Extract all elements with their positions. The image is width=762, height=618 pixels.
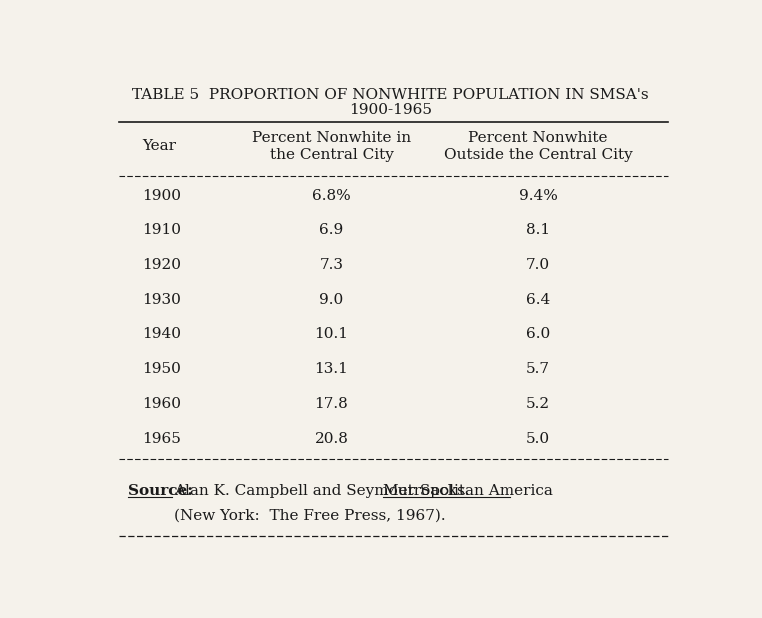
Text: 6.8%: 6.8% [312,188,351,203]
Text: 13.1: 13.1 [315,362,348,376]
Text: 1960: 1960 [142,397,181,411]
Text: Percent Nonwhite in
the Central City: Percent Nonwhite in the Central City [252,132,411,161]
Text: 6.4: 6.4 [526,293,550,307]
Text: 6.9: 6.9 [319,223,344,237]
Text: 1910: 1910 [142,223,181,237]
Text: 5.2: 5.2 [526,397,550,411]
Text: 20.8: 20.8 [315,431,348,446]
Text: 9.0: 9.0 [319,293,344,307]
Text: 1900-1965: 1900-1965 [349,103,432,117]
Text: 1965: 1965 [142,431,181,446]
Text: 9.4%: 9.4% [519,188,558,203]
Text: 1940: 1940 [142,328,181,342]
Text: Metropolitan America: Metropolitan America [383,484,553,498]
Text: (New York:  The Free Press, 1967).: (New York: The Free Press, 1967). [174,509,446,523]
Text: 6.0: 6.0 [526,328,550,342]
Text: 1920: 1920 [142,258,181,272]
Text: 7.0: 7.0 [526,258,550,272]
Text: 1950: 1950 [142,362,181,376]
Text: Year: Year [142,140,177,153]
Text: 10.1: 10.1 [315,328,348,342]
Text: Percent Nonwhite
Outside the Central City: Percent Nonwhite Outside the Central Cit… [443,132,632,161]
Text: 17.8: 17.8 [315,397,348,411]
Text: 7.3: 7.3 [319,258,344,272]
Text: 5.7: 5.7 [527,362,550,376]
Text: TABLE 5  PROPORTION OF NONWHITE POPULATION IN SMSA's: TABLE 5 PROPORTION OF NONWHITE POPULATIO… [133,88,648,103]
Text: Source:: Source: [128,484,193,498]
Text: 8.1: 8.1 [526,223,550,237]
Text: 5.0: 5.0 [526,431,550,446]
Text: 1900: 1900 [142,188,181,203]
Text: Alan K. Campbell and Seymour Sacks.: Alan K. Campbell and Seymour Sacks. [174,484,479,498]
Text: 1930: 1930 [142,293,181,307]
